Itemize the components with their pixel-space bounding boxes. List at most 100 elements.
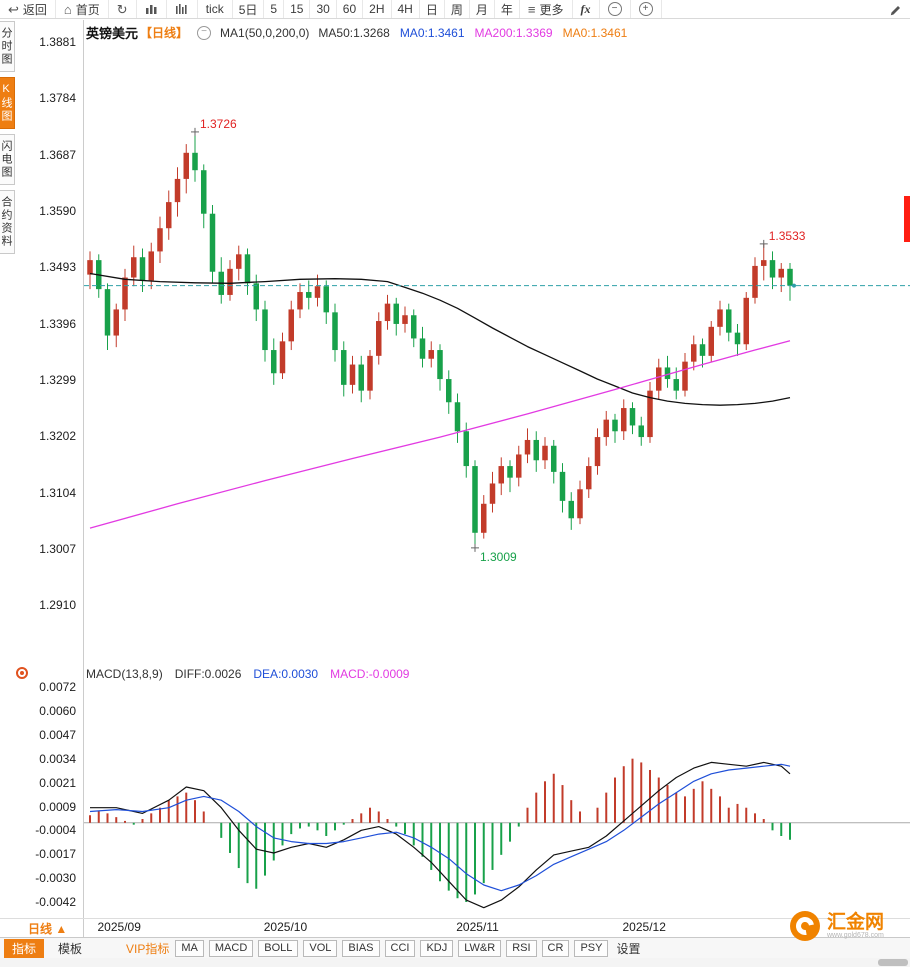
zoom-out-icon: −: [607, 2, 622, 16]
scrollbar-thumb[interactable]: [878, 959, 908, 966]
price-axis-label: 1.3007: [39, 541, 76, 556]
indicator-BOLL-button[interactable]: BOLL: [258, 939, 299, 957]
more-button[interactable]: ≡ 更多: [520, 0, 573, 18]
zoom-in-icon: +: [638, 2, 653, 16]
zoom-in-button[interactable]: +: [631, 0, 662, 18]
indicator-MA-button[interactable]: MA: [175, 939, 204, 957]
bottom-tab-bar: 指标 模板 VIP指标 MA MACD BOLL VOL BIAS CCI KDJ LW&R R…: [0, 937, 910, 958]
macd-value-2: MACD:-0.0009: [330, 667, 410, 681]
time-axis-label: 2025/10: [263, 920, 308, 934]
toolbar: ↩ 返回 ⌂ 首页 ↻ tick: [0, 0, 910, 19]
collapse-indicator-button[interactable]: −: [197, 25, 212, 40]
indicator-LW&R-button[interactable]: LW&R: [458, 939, 502, 957]
ma-values: MA50:1.3268 MA0:1.3461 MA200:1.3369 MA0:1.3…: [318, 26, 627, 40]
price-axis-label: 1.3784: [39, 91, 76, 106]
period-15-button[interactable]: 15: [284, 0, 311, 18]
price-axis-label: 1.3687: [39, 147, 76, 162]
chart-mode-sidebar: 分时图 K线图闪电图合约资料: [0, 21, 16, 254]
period-60-button[interactable]: 60: [337, 0, 364, 18]
horizontal-scrollbar[interactable]: [0, 958, 910, 967]
tab-template[interactable]: 模板: [58, 941, 83, 956]
sidebar-item-3[interactable]: 合约资料: [0, 190, 15, 254]
right-edge-marker: [904, 196, 910, 242]
price-axis-label: 1.3104: [39, 485, 76, 500]
macd-axis-label: -0.0030: [35, 871, 76, 886]
zoom-out-button[interactable]: −: [600, 0, 631, 18]
logo-icon: [789, 911, 820, 941]
more-label: 更多: [539, 2, 564, 17]
macd-axis-label: 0.0072: [39, 680, 76, 694]
home-button[interactable]: ⌂ 首页: [56, 0, 109, 18]
period-年-button[interactable]: 年: [495, 0, 520, 18]
period-5d-button[interactable]: 5日: [233, 0, 265, 18]
indicator-MACD-button[interactable]: MACD: [208, 939, 254, 957]
logo-url: www.gold678.com: [826, 932, 884, 940]
time-axis-label: 2025/09: [97, 920, 141, 934]
sidebar-item-2[interactable]: 闪电图: [0, 134, 15, 185]
logo-name: 汇金网: [826, 911, 884, 933]
ma-params-label: MA1(50,0,200,0): [220, 25, 310, 40]
indicator-KDJ-button[interactable]: KDJ: [420, 939, 454, 957]
chart-plot-area[interactable]: [84, 20, 910, 918]
period-日-button[interactable]: 日: [420, 0, 445, 18]
vip-indicator-button[interactable]: VIP指标: [126, 941, 170, 956]
macd-params-label: MACD(13,8,9): [86, 667, 163, 681]
home-icon: ⌂: [63, 1, 72, 17]
period-5-button[interactable]: 5: [264, 0, 285, 18]
price-axis-label: 1.3299: [39, 372, 76, 387]
period-30-button[interactable]: 30: [310, 0, 337, 18]
tab-indicator[interactable]: 指标: [4, 938, 45, 958]
macd-value-1: DEA:0.0030: [253, 667, 319, 681]
indicator-CR-button[interactable]: CR: [541, 939, 570, 957]
fx-button[interactable]: fx: [573, 0, 600, 18]
ma-value-1: MA0:1.3461: [399, 25, 465, 40]
macd-header: MACD(13,8,9) DIFF:0.0026 DEA:0.0030 MACD:-…: [86, 667, 409, 681]
back-arrow-icon: ↩: [8, 1, 19, 17]
time-axis-label: 2025/11: [456, 920, 499, 934]
fx-label: fx: [580, 1, 591, 16]
bottom-timeframe-selector[interactable]: 日线 ▲: [28, 922, 68, 936]
refresh-button[interactable]: ↻: [109, 0, 137, 18]
time-axis-label: 2025/12: [622, 920, 666, 934]
period-2H-button[interactable]: 2H: [363, 0, 392, 18]
indicator-settings-icon[interactable]: [16, 667, 28, 679]
period-周-button[interactable]: 周: [445, 0, 470, 18]
ma-value-2: MA200:1.3369: [474, 25, 553, 40]
sidebar-item-1[interactable]: K线图: [0, 77, 15, 129]
macd-axis-label: -0.0004: [35, 823, 76, 838]
macd-values: DIFF:0.0026 DEA:0.0030 MACD:-0.0009: [175, 667, 410, 681]
draw-button[interactable]: [881, 0, 910, 18]
macd-axis-label: 0.0034: [39, 751, 76, 766]
ma-value-3: MA0:1.3461: [562, 25, 628, 40]
site-logo[interactable]: 汇金网 www.gold678.com: [789, 911, 884, 941]
bar-chart-icon: [145, 5, 157, 14]
chart-type-bar-button[interactable]: [137, 0, 167, 18]
indicator-RSI-button[interactable]: RSI: [506, 939, 537, 957]
back-button[interactable]: ↩ 返回: [0, 0, 56, 18]
indicator-CCI-button[interactable]: CCI: [384, 939, 416, 957]
tick-button[interactable]: tick: [198, 0, 233, 18]
chart-header: 英镑美元 【日线】 − MA1(50,0,200,0) MA50:1.3268 M…: [86, 23, 627, 42]
sidebar-item-0[interactable]: 分时图: [0, 21, 15, 72]
price-axis-label: 1.3396: [39, 316, 76, 331]
period-5d-label: 5日: [238, 2, 258, 17]
symbol-name: 英镑美元: [86, 26, 139, 41]
menu-icon: ≡: [527, 1, 536, 17]
price-axis-label: 1.2910: [39, 598, 76, 613]
indicator-button-group: MA MACD BOLL VOL BIAS CCI KDJ LW&R RSI CR PSY: [175, 939, 609, 957]
price-axis-label: 1.3590: [39, 203, 76, 218]
price-axis-label: 1.3881: [39, 35, 76, 49]
period-4H-button[interactable]: 4H: [392, 0, 420, 18]
macd-axis-label: 0.0047: [39, 727, 76, 742]
indicator-VOL-button[interactable]: VOL: [303, 939, 338, 957]
period-group: 5 15 30 60 2H 4H 日周月年: [264, 0, 520, 18]
tick-label: tick: [205, 2, 224, 16]
period-月-button[interactable]: 月: [470, 0, 495, 18]
timeframe-label: 【日线】: [140, 26, 189, 40]
chart-type-volume-button[interactable]: [167, 0, 198, 18]
settings-button[interactable]: 设置: [616, 941, 641, 956]
indicator-BIAS-button[interactable]: BIAS: [342, 939, 380, 957]
macd-axis-label: -0.0017: [35, 847, 76, 862]
indicator-PSY-button[interactable]: PSY: [574, 939, 609, 957]
volume-bars-icon: [175, 4, 187, 14]
